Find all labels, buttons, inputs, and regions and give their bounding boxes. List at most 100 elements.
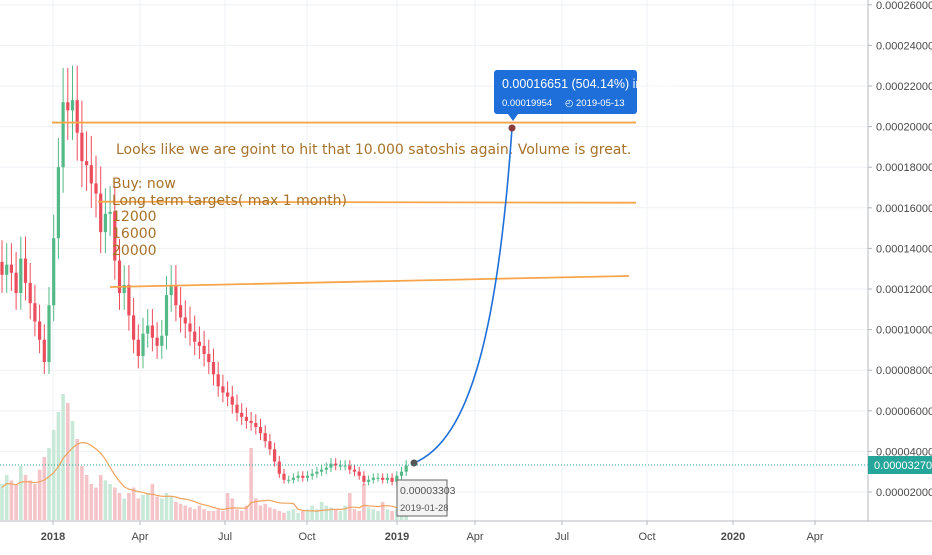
candle-body (23, 258, 28, 283)
last-price-value: 0.00003270 (874, 460, 932, 472)
volume-bar (268, 507, 272, 520)
volume-bar (9, 480, 14, 520)
candle-body (108, 211, 112, 214)
volume-bar (291, 509, 296, 520)
candle-body (240, 412, 244, 417)
projection-start-point[interactable] (410, 459, 418, 467)
candle-body (362, 475, 366, 482)
candle-body (211, 362, 216, 375)
volume-bar (352, 509, 357, 520)
volume-bar (216, 509, 220, 520)
volume-bar (113, 487, 117, 520)
volume-bar (108, 484, 112, 520)
candle-body (28, 282, 32, 304)
price-tick-label: 0.00022000 (876, 81, 932, 93)
volume-bar (122, 498, 126, 520)
volume-bar (89, 484, 94, 520)
candle-body (174, 284, 178, 306)
price-tick-label: 0.00006000 (876, 406, 932, 418)
volume-bar (296, 512, 300, 520)
candle-body (66, 102, 70, 111)
volume-bar (42, 457, 47, 520)
annotation-line: Looks like we are goint to hit that 10.0… (116, 142, 631, 158)
projection-curve[interactable] (413, 127, 513, 464)
volume-bar (70, 421, 75, 520)
candle-body (273, 449, 277, 462)
volume-bar (14, 484, 18, 520)
volume-bar (131, 487, 136, 520)
volume-bar (282, 512, 286, 520)
candle-body (183, 317, 187, 324)
candle-body (277, 461, 281, 474)
candle-body (348, 465, 352, 470)
candle-body (113, 211, 117, 261)
volume-bar (145, 493, 150, 520)
volume-bar (348, 493, 352, 520)
annotation-line: 12000 (112, 209, 157, 225)
volume-bar (249, 448, 253, 520)
price-axis[interactable]: 0.00002000 0.00004000 0.00006000 0.00008000… (868, 0, 932, 499)
candle-body (244, 416, 248, 421)
idea-annotation[interactable]: Looks like we are goint to hit that 10.0… (112, 142, 631, 259)
volume-bar (385, 509, 390, 520)
candle-body (399, 471, 404, 476)
candle-body (14, 272, 18, 294)
moving-average (1, 441, 407, 512)
grid-lines (0, 0, 868, 521)
target-line-16000[interactable] (97, 200, 637, 204)
volume-bar (150, 484, 155, 520)
volume-bars (0, 394, 408, 520)
time-tick-label: 2020 (721, 531, 745, 543)
volume-bar (380, 502, 385, 520)
volume-bar (155, 496, 159, 520)
candle-body (258, 427, 263, 434)
candle-body (9, 264, 13, 273)
price-tick-label: 0.00002000 (876, 487, 932, 499)
volume-bar (366, 507, 371, 520)
time-tick-label: Jul (555, 531, 569, 543)
candle-body (367, 479, 371, 482)
candle-body (160, 335, 164, 346)
volume-bar (169, 496, 173, 520)
candle-body (404, 465, 408, 472)
projection-label[interactable]: 0.00016651 (504.14%) in 105d 0.00019954 … (494, 70, 674, 121)
volume-bar (221, 511, 225, 520)
projection-end-point[interactable] (508, 124, 516, 132)
candle-body (19, 258, 23, 294)
candle-body (42, 339, 46, 363)
candle-body (52, 238, 56, 306)
start-marker-label[interactable]: 0.00003303 2019-01-28 (396, 479, 456, 517)
volume-bar (141, 494, 145, 520)
candle-body (0, 261, 4, 275)
candle-body (320, 469, 324, 472)
target-line-12000[interactable] (109, 275, 630, 288)
target-levels[interactable] (52, 121, 637, 288)
candle-body (357, 471, 361, 476)
candle-body (334, 463, 338, 466)
candle-body (371, 477, 375, 480)
volume-bar (4, 475, 9, 520)
volume-bar (286, 511, 291, 520)
candle-body (150, 325, 154, 338)
last-price-tag: 0.00003270 (868, 456, 932, 474)
volume-bar (127, 493, 131, 520)
volume-bar (47, 448, 51, 520)
candle-body (141, 333, 145, 356)
candle-body (80, 132, 84, 162)
candle-body (395, 475, 399, 482)
volume-ma-line (1, 441, 407, 512)
candle-body (329, 463, 333, 468)
projection-target-clock-icon: ◴ (565, 98, 574, 109)
candle-body (33, 303, 37, 322)
candle-body (202, 345, 206, 354)
volume-bar (305, 509, 310, 520)
volume-bar (164, 493, 169, 520)
candle-body (169, 284, 173, 296)
candle-body (89, 165, 93, 184)
annotation-line: 16000 (112, 226, 157, 242)
time-axis[interactable]: 2018 Apr Jul Oct 2019 Apr Jul Oct 2020 Apr (41, 521, 824, 543)
volume-bar (66, 403, 70, 520)
time-tick-label: Oct (638, 531, 655, 543)
time-tick-label: Jul (218, 531, 232, 543)
